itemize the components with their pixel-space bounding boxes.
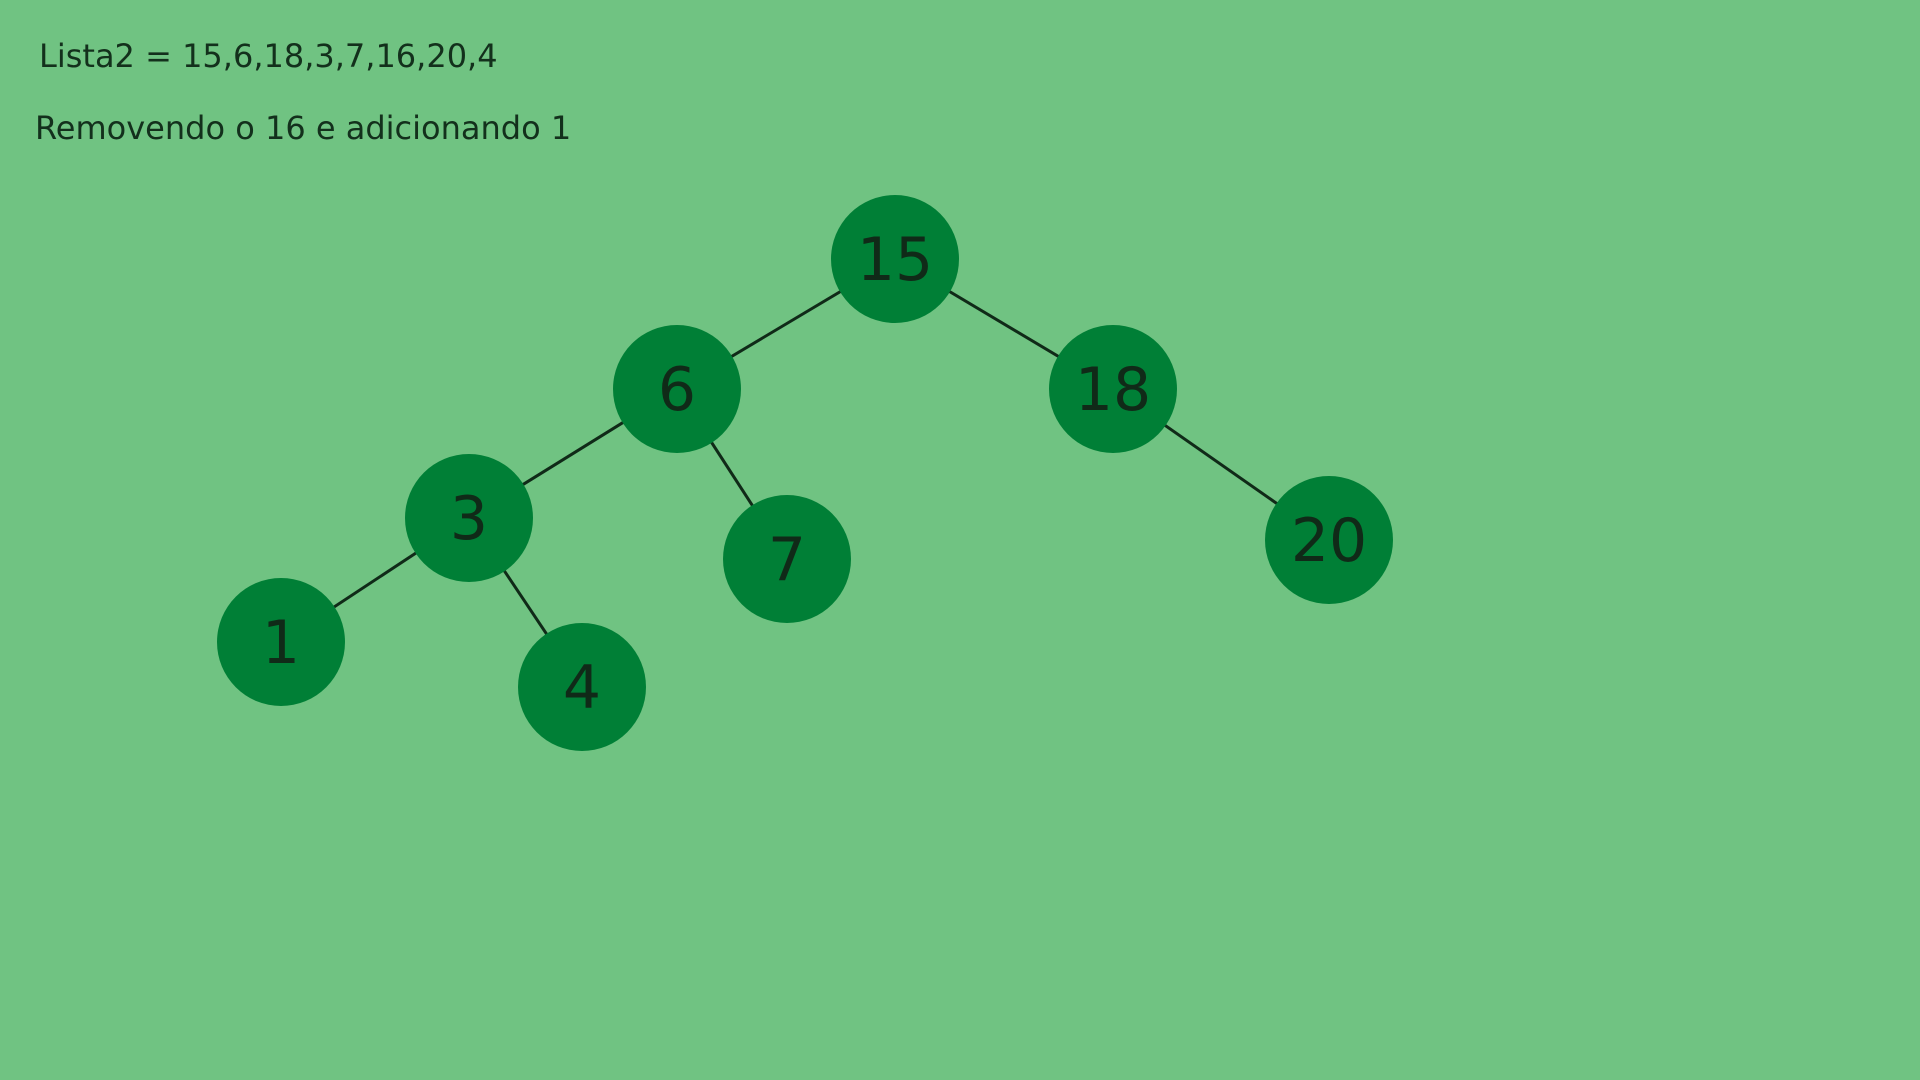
tree-node-6: 6 [613, 325, 741, 453]
node-circle [1049, 325, 1177, 453]
tree-nodes: 15 6 18 3 7 20 1 4 [217, 195, 1393, 751]
node-label: 1 [262, 608, 300, 678]
list-caption: Lista2 = 15,6,18,3,7,16,20,4 [39, 37, 498, 75]
tree-node-15: 15 [831, 195, 959, 323]
node-label: 3 [450, 484, 488, 554]
node-label: 7 [768, 525, 806, 595]
tree-node-3: 3 [405, 454, 533, 582]
node-label: 4 [563, 653, 601, 723]
node-label: 15 [857, 225, 933, 295]
node-circle [1265, 476, 1393, 604]
node-circle [405, 454, 533, 582]
tree-node-20: 20 [1265, 476, 1393, 604]
tree-node-7: 7 [723, 495, 851, 623]
node-circle [723, 495, 851, 623]
tree-node-4: 4 [518, 623, 646, 751]
node-circle [217, 578, 345, 706]
node-circle [831, 195, 959, 323]
tree-node-1: 1 [217, 578, 345, 706]
node-circle [613, 325, 741, 453]
node-label: 6 [658, 355, 696, 425]
tree-node-18: 18 [1049, 325, 1177, 453]
node-circle [518, 623, 646, 751]
node-label: 20 [1291, 506, 1367, 576]
node-label: 18 [1075, 355, 1151, 425]
operation-caption: Removendo o 16 e adicionando 1 [35, 109, 572, 147]
